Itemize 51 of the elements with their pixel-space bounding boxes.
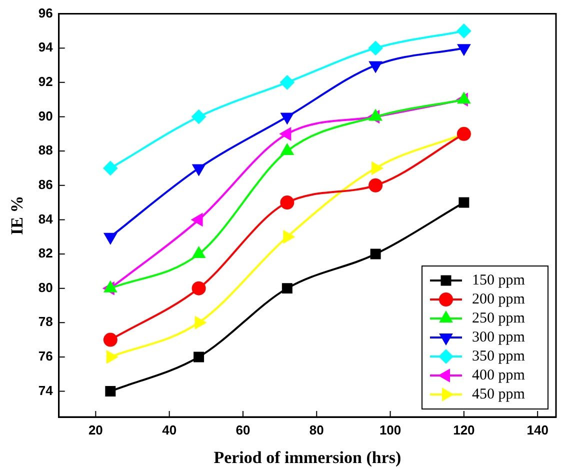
x-tick-label: 140 [526,422,548,438]
point [280,196,294,210]
x-tick-label: 100 [379,422,402,438]
y-tick-label: 86 [38,176,53,192]
legend-label: 200 ppm [472,291,526,308]
point [282,283,292,294]
y-tick-label: 94 [38,40,54,55]
x-tick-label: 120 [453,422,475,438]
x-tick-label: 40 [162,422,177,438]
y-tick-label: 90 [38,108,53,124]
point [368,41,383,56]
point [194,316,206,329]
point [194,352,204,362]
point [280,144,294,156]
legend-label: 450 ppm [472,386,526,402]
y-tick-label: 92 [38,74,53,90]
point [192,281,206,296]
point [456,24,471,38]
y-tick-label: 76 [38,348,53,364]
point [104,281,117,292]
legend-label: 350 ppm [472,348,526,364]
point [103,161,118,176]
point [370,248,381,260]
legend-label: 300 ppm [472,329,526,346]
point [369,110,382,121]
y-tick-label: 80 [38,280,53,295]
y-tick-label: 88 [38,142,53,158]
point [192,110,206,124]
x-tick-label: 60 [236,422,250,438]
x-tick-label: 80 [309,422,324,438]
y-tick-label: 96 [38,5,53,20]
legend-label: 250 ppm [472,310,526,326]
x-tick-label: 20 [88,422,103,438]
point [458,197,470,208]
y-tick-label: 78 [38,314,53,330]
x-axis-title: Period of immersion (hrs) [214,448,402,468]
point [106,350,118,364]
point [280,128,292,140]
legend-label: 400 ppm [472,367,526,384]
point [280,75,294,90]
point [105,386,116,397]
y-tick-label: 74 [38,382,54,398]
point [368,178,383,192]
y-tick-label: 82 [38,246,53,261]
point [192,247,205,258]
y-tick-label: 84 [38,211,54,226]
point [456,126,471,141]
point [458,92,470,104]
legend-label: 150 ppm [472,272,526,288]
point [103,332,118,347]
y-axis-title: IE % [8,196,27,236]
